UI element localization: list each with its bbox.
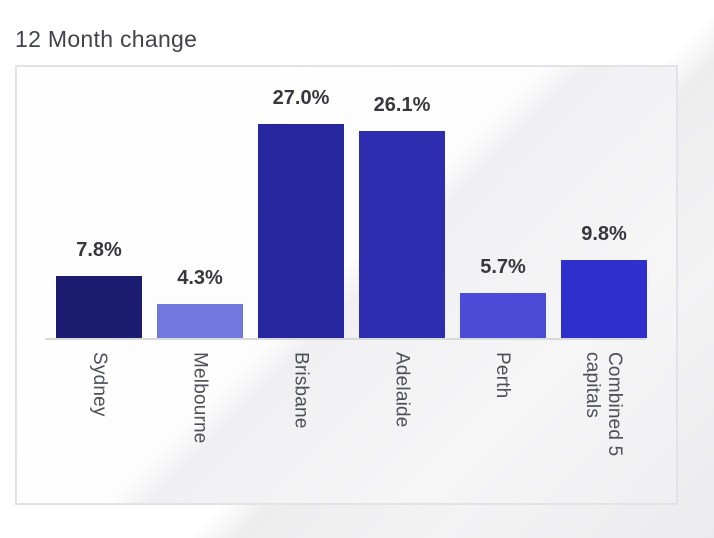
category-label-melbourne: Melbourne	[157, 352, 243, 476]
bar-column-melbourne: 4.3%	[157, 268, 243, 338]
bar-column-perth: 5.7%	[460, 257, 546, 338]
bar-perth	[460, 293, 546, 338]
chart-card: 7.8% 4.3% 27.0% 26.1% 5.7% 9.8% Sydney Melbour…	[15, 65, 678, 505]
bar-value-label: 5.7%	[480, 256, 526, 278]
bar-column-sydney: 7.8%	[56, 240, 142, 338]
bar-sydney	[56, 276, 142, 338]
bar-brisbane	[258, 124, 344, 338]
bar-value-label: 7.8%	[76, 239, 122, 261]
bars-container: 7.8% 4.3% 27.0% 26.1% 5.7% 9.8%	[56, 88, 647, 338]
category-label-text: Combined 5 capitals	[582, 352, 625, 457]
bar-value-label: 9.8%	[581, 223, 627, 245]
category-label-perth: Perth	[459, 352, 545, 476]
category-label-text: Sydney	[88, 352, 110, 417]
bar-column-adelaide: 26.1%	[359, 95, 445, 338]
category-label-text: Brisbane	[290, 352, 312, 429]
category-label-text: Adelaide	[391, 352, 413, 428]
bar-column-brisbane: 27.0%	[258, 88, 344, 338]
category-label-adelaide: Adelaide	[358, 352, 444, 476]
category-label-sydney: Sydney	[56, 352, 142, 476]
category-labels-row: Sydney Melbourne Brisbane Adelaide Perth Comb…	[45, 352, 646, 476]
category-label-combined-5-capitals: Combined 5 capitals	[560, 352, 646, 476]
bar-melbourne	[157, 304, 243, 338]
bar-value-label: 26.1%	[373, 94, 431, 116]
bar-adelaide	[359, 131, 445, 338]
category-label-text: Perth	[492, 352, 514, 399]
category-label-brisbane: Brisbane	[258, 352, 344, 476]
bar-value-label: 4.3%	[177, 267, 223, 289]
bar-combined-5-capitals	[561, 260, 647, 338]
bar-column-combined-5-capitals: 9.8%	[561, 224, 647, 338]
chart-title: 12 Month change	[15, 26, 198, 52]
bar-value-label: 27.0%	[272, 87, 330, 109]
plot-area: 7.8% 4.3% 27.0% 26.1% 5.7% 9.8%	[45, 67, 647, 340]
category-label-text: Melbourne	[189, 352, 211, 444]
